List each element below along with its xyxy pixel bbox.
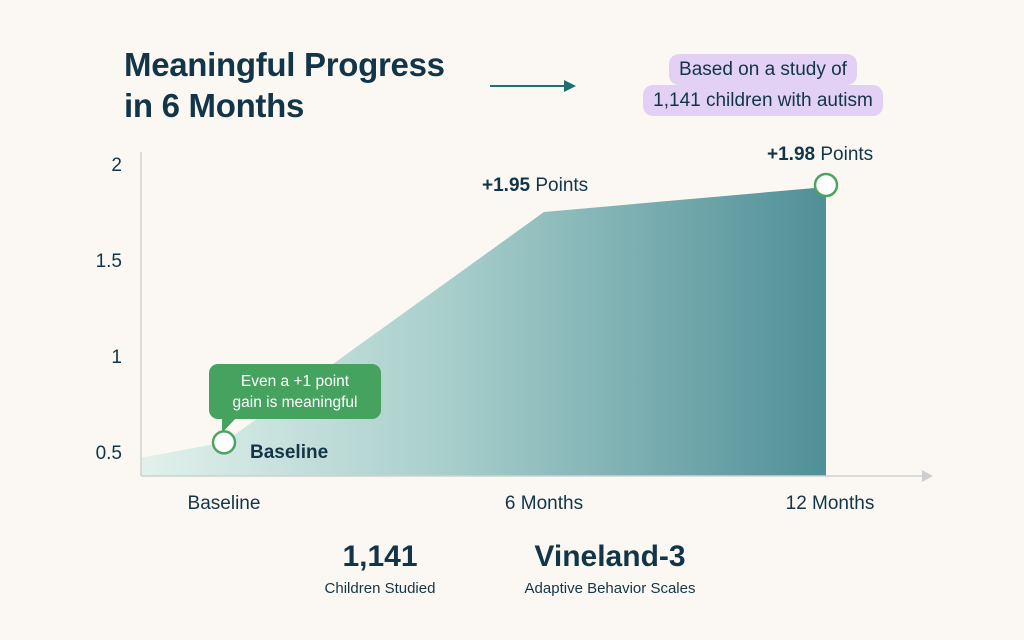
stat-children-value: 1,141 [342,540,418,573]
twelve-month-label: +1.98 Points [767,144,873,165]
six-month-unit: Points [530,175,588,196]
twelve-month-marker [813,172,839,198]
stat-vineland: Vineland-3 Adaptive Behavior Scales [500,540,720,600]
title-line-2: in 6 Months [124,87,305,124]
y-axis-ticks: 0.5 1 1.5 2 [96,155,122,464]
x-tick-label: 6 Months [505,493,583,514]
stat-children-studied: 1,141 Children Studied [300,540,460,600]
stat-vineland-value: Vineland-3 [534,540,686,573]
stat-children-label: Children Studied [324,580,436,597]
y-tick-label: 1 [111,347,122,368]
progress-area [141,187,826,476]
callout-line-2: gain is meaningful [233,394,358,411]
callout-bubble: Even a +1 point gain is meaningful [209,364,381,433]
twelve-month-gain: +1.98 [767,144,815,165]
study-note-badge: Based on a study of 1,141 children with … [634,54,892,116]
x-axis-ticks: Baseline 6 Months 12 Months [188,493,875,514]
x-tick-label: Baseline [188,493,261,514]
six-month-label: +1.95 Points [482,175,588,196]
x-axis-arrowhead [922,470,933,482]
chart-title: Meaningful Progress in 6 Months [124,44,445,126]
callout-tail [222,418,236,433]
baseline-marker [211,430,237,455]
baseline-point-label: Baseline [250,442,328,463]
study-note-line-1: Based on a study of [669,54,857,85]
stat-vineland-label: Adaptive Behavior Scales [524,580,696,597]
title-line-1: Meaningful Progress [124,46,445,83]
y-tick-label: 2 [111,155,122,176]
x-tick-label: 12 Months [786,493,875,514]
study-note-line-2: 1,141 children with autism [643,85,883,116]
callout-line-1: Even a +1 point [241,373,350,390]
callout-bg [209,364,381,419]
y-tick-label: 1.5 [96,251,122,272]
arrow-right-icon [490,80,576,92]
twelve-month-unit: Points [815,144,873,165]
six-month-gain: +1.95 [482,175,531,196]
y-tick-label: 0.5 [96,443,122,464]
